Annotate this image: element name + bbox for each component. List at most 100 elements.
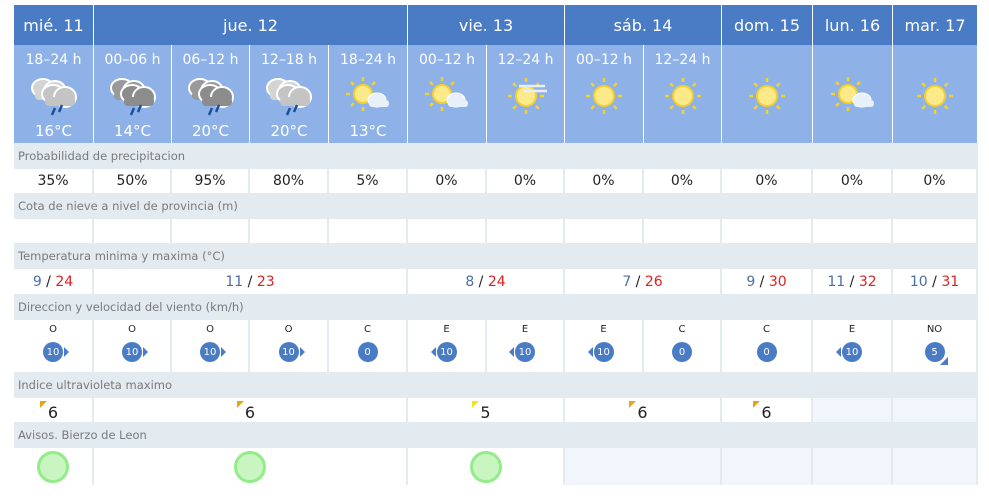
period-temperature: 14°C bbox=[113, 122, 152, 140]
period-label: 00–12 h bbox=[576, 52, 632, 68]
warning-green-icon[interactable] bbox=[37, 450, 69, 483]
sun-icon bbox=[658, 74, 708, 118]
uv-index: 6 bbox=[629, 399, 648, 422]
wind-direction: NO bbox=[926, 324, 943, 335]
wind-speed: 10 bbox=[518, 346, 532, 358]
temp-separator: / bbox=[631, 273, 645, 290]
uv-value: 6 bbox=[244, 402, 256, 422]
day-header: lun. 16 bbox=[813, 5, 892, 45]
forecast-table: Probabilidad de precipitacion 35% 50% 95% 80… bbox=[14, 143, 978, 485]
wind-speed: 10 bbox=[46, 346, 60, 358]
uv-index: 6 bbox=[39, 399, 59, 422]
wind-arrow-icon bbox=[430, 347, 436, 357]
period-label: 00–06 h bbox=[104, 52, 161, 68]
cloud-rain-light-icon bbox=[29, 74, 79, 118]
temp-separator: / bbox=[755, 273, 769, 290]
period-label: 06–12 h bbox=[182, 52, 239, 68]
warning-cell bbox=[14, 448, 92, 485]
uv-cell bbox=[893, 398, 976, 422]
period-label: 12–24 h bbox=[654, 52, 711, 68]
period-cell: 00–12 h bbox=[565, 45, 643, 143]
sun-icon bbox=[579, 74, 629, 118]
period-temperature: 13°C bbox=[349, 122, 387, 140]
wind-direction: E bbox=[848, 324, 856, 335]
warning-green-icon[interactable] bbox=[234, 450, 266, 483]
wind-cell: E 10 bbox=[565, 320, 642, 372]
uv-value: 6 bbox=[637, 402, 648, 422]
cloud-rain-dark-icon bbox=[186, 74, 236, 118]
period-cell: 00–06 h 14°C bbox=[94, 45, 171, 143]
wind-speed: 10 bbox=[203, 346, 217, 358]
warning-cell bbox=[813, 448, 891, 485]
section-label-wind: Direccion y velocidad del viento (km/h) bbox=[14, 294, 976, 320]
temp-separator: / bbox=[41, 273, 56, 290]
snow-level-cell bbox=[644, 219, 720, 243]
wind-direction: O bbox=[206, 324, 214, 335]
snow-level-cell bbox=[329, 219, 406, 243]
temp-separator: / bbox=[845, 273, 859, 290]
section-label-precip: Probabilidad de precipitacion bbox=[14, 143, 976, 169]
wind-speed-badge: 10 bbox=[200, 342, 226, 362]
wind-cell: O 10 bbox=[172, 320, 248, 372]
temp-range: 9 / 24 bbox=[14, 269, 92, 294]
wind-direction: O bbox=[284, 324, 293, 335]
period-temperature: 16°C bbox=[34, 122, 73, 140]
snow-level-cell bbox=[813, 219, 891, 243]
period-label: 18–24 h bbox=[340, 52, 396, 68]
cloud-rain-dark-icon bbox=[108, 74, 158, 118]
precip-value: 50% bbox=[94, 169, 170, 193]
temp-min: 9 bbox=[32, 273, 42, 290]
uv-cell: 5 bbox=[408, 398, 563, 422]
period-temperature: 20°C bbox=[270, 122, 308, 140]
warning-green-icon[interactable] bbox=[469, 450, 502, 483]
section-label-uv: Indice ultravioleta maximo bbox=[14, 372, 976, 398]
temp-min: 8 bbox=[465, 273, 475, 290]
wind-speed: 0 bbox=[678, 346, 686, 358]
uv-cell: 6 bbox=[94, 398, 406, 422]
wind-arrow-icon bbox=[509, 347, 514, 357]
wind-speed-badge: 10 bbox=[122, 342, 148, 362]
precip-value: 0% bbox=[644, 169, 720, 193]
precip-value: 0% bbox=[408, 169, 485, 193]
temp-range: 10 / 31 bbox=[893, 269, 976, 294]
temp-range: 11 / 23 bbox=[94, 269, 406, 294]
snow-level-cell bbox=[250, 219, 327, 243]
wind-cell: O 10 bbox=[14, 320, 92, 372]
period-cell: 12–24 h bbox=[487, 45, 564, 143]
sun-cloud-icon bbox=[828, 74, 878, 118]
wind-speed: 10 bbox=[282, 346, 295, 358]
snow-level-cell bbox=[172, 219, 248, 243]
snow-level-cell bbox=[487, 219, 563, 243]
period-cell: 12–18 h 20°C bbox=[250, 45, 328, 143]
uv-level-icon bbox=[753, 400, 761, 408]
uv-index: 6 bbox=[753, 399, 772, 422]
period-label: 00–12 h bbox=[419, 52, 475, 68]
precip-value: 5% bbox=[329, 169, 406, 193]
uv-level-icon bbox=[472, 400, 480, 408]
wind-speed-badge: 10 bbox=[509, 342, 535, 362]
temp-max: 24 bbox=[55, 273, 74, 290]
period-label: 12–18 h bbox=[261, 52, 317, 68]
sun-cloud-icon bbox=[343, 74, 393, 118]
temp-min: 9 bbox=[746, 273, 756, 290]
precip-value: 0% bbox=[893, 169, 976, 193]
warning-cell bbox=[565, 448, 720, 485]
period-cell bbox=[722, 45, 812, 143]
uv-value: 6 bbox=[47, 402, 59, 422]
wind-cell: E 10 bbox=[408, 320, 485, 372]
temp-max: 23 bbox=[256, 273, 275, 290]
section-label-warnings: Avisos. Bierzo de Leon bbox=[14, 422, 976, 448]
sun-icon bbox=[910, 74, 960, 118]
wind-cell: O 10 bbox=[94, 320, 170, 372]
wind-speed: 10 bbox=[845, 346, 859, 358]
sun-icon bbox=[742, 74, 792, 118]
day-header: sáb. 14 bbox=[565, 5, 721, 45]
wind-direction: O bbox=[128, 324, 136, 335]
uv-cell: 6 bbox=[722, 398, 811, 422]
wind-direction: E bbox=[600, 324, 607, 335]
section-label-snow: Cota de nieve a nivel de provincia (m) bbox=[14, 193, 976, 219]
wind-speed: 10 bbox=[597, 346, 610, 358]
wind-speed: 0 bbox=[364, 346, 371, 358]
